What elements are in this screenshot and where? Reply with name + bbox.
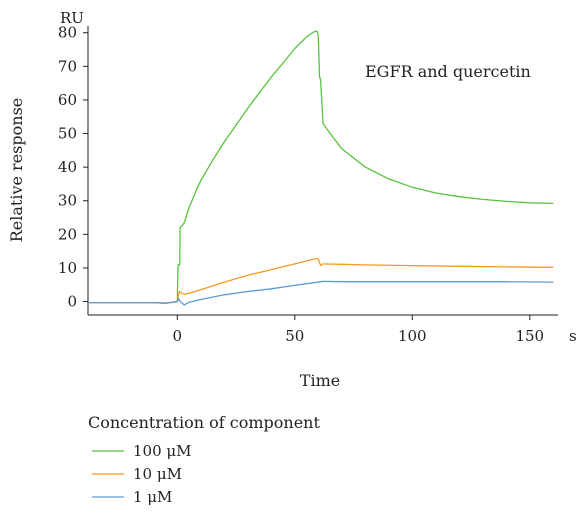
x-unit-label: s [569,327,577,345]
y-tick-label: 50 [58,125,77,143]
x-axis-title: Time [300,371,340,390]
x-axis-ticks: 0 50 100 150 [173,315,544,345]
legend-label: 100 μM [133,442,192,460]
x-tick-label: 100 [398,327,427,345]
y-tick-label: 10 [58,259,77,277]
legend-label: 1 μM [133,488,172,506]
y-axis-title: Relative response [7,98,26,243]
legend-title: Concentration of component [88,413,320,432]
y-tick-label: 60 [58,91,77,109]
y-tick-label: 80 [58,24,77,42]
y-tick-label: 30 [58,192,77,210]
series-line-1 [88,30,554,304]
legend: Concentration of component 100 μM 10 μM 1 … [88,413,320,506]
chart-annotation: EGFR and quercetin [365,62,531,81]
series-line-3 [88,280,554,306]
y-tick-label: 0 [67,293,77,311]
y-tick-label: 70 [58,57,77,75]
y-unit-label: RU [60,9,84,27]
y-tick-label: 20 [58,225,77,243]
x-tick-label: 0 [173,327,183,345]
legend-label: 10 μM [133,465,182,483]
x-tick-label: 50 [285,327,304,345]
x-tick-label: 150 [515,327,544,345]
y-tick-label: 40 [58,158,77,176]
series-line-2 [88,257,554,304]
legend-items: 100 μM 10 μM 1 μM [92,442,192,506]
series-layer [88,30,554,306]
y-axis-ticks: 0 10 20 30 40 50 60 70 80 [58,24,88,311]
